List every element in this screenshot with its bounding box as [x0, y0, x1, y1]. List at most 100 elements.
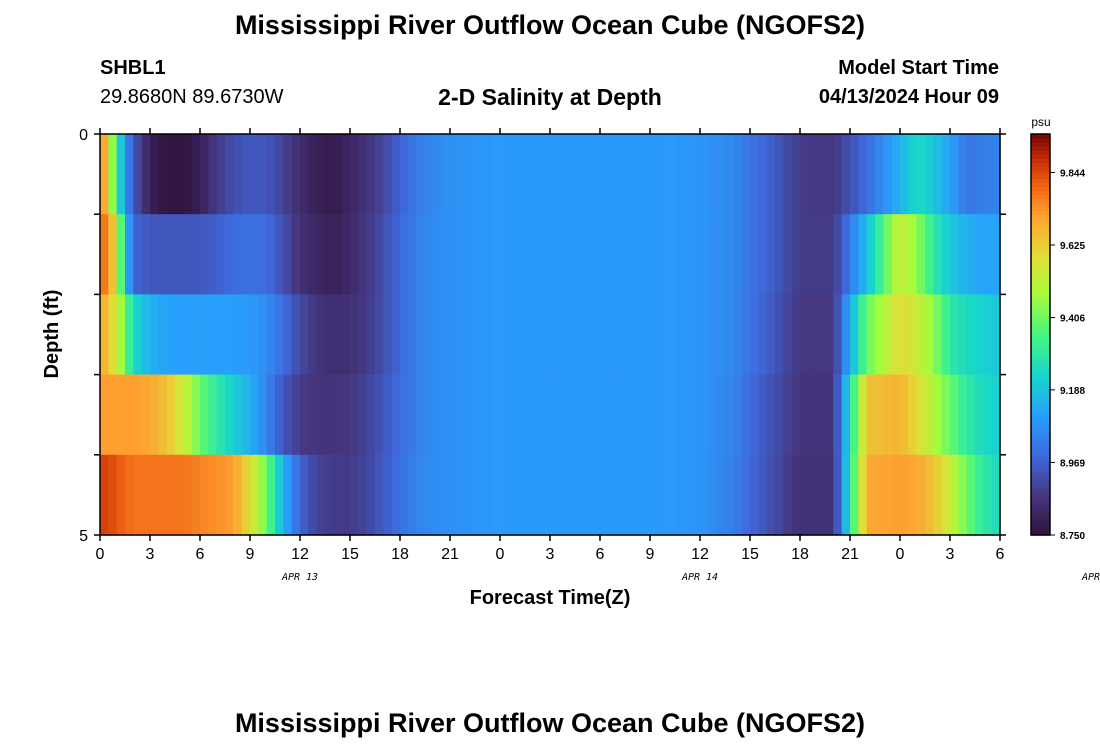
heatmap-cell — [141, 374, 151, 456]
colorbar-segment — [1031, 346, 1050, 352]
heatmap-cell — [391, 374, 401, 456]
heatmap-cell — [350, 134, 359, 215]
heatmap-cell — [816, 454, 826, 536]
heatmap-cell — [450, 454, 459, 536]
x-tick-label: 0 — [896, 546, 905, 563]
heatmap-cell — [675, 374, 684, 456]
heatmap-cell — [891, 294, 901, 376]
heatmap-cell — [808, 294, 818, 376]
colorbar-segment — [1031, 306, 1050, 312]
heatmap-cell — [175, 214, 184, 295]
heatmap-cell — [991, 454, 1001, 536]
colorbar-segment — [1031, 394, 1050, 400]
heatmap-cell — [258, 214, 268, 295]
heatmap-cell — [725, 294, 734, 376]
heatmap-cell — [108, 134, 118, 215]
heatmap-cell — [583, 374, 593, 456]
colorbar-segment — [1031, 146, 1050, 151]
heatmap-cell — [933, 454, 943, 536]
heatmap-cell — [941, 134, 951, 215]
colorbar-segment — [1031, 362, 1050, 368]
heatmap-cell — [591, 214, 601, 295]
heatmap-cell — [700, 294, 709, 376]
colorbar-segment — [1031, 530, 1050, 536]
heatmap-cell — [533, 214, 543, 295]
colorbar-segment — [1031, 474, 1050, 480]
heatmap-cell — [183, 374, 193, 456]
x-tick-label: 12 — [291, 546, 309, 563]
heatmap-cell — [816, 374, 826, 456]
heatmap-cell — [875, 134, 884, 215]
heatmap-cell — [825, 454, 834, 536]
heatmap-cell — [458, 134, 468, 215]
heatmap-cell — [358, 214, 368, 295]
heatmap-cell — [216, 134, 226, 215]
heatmap-cell — [958, 214, 968, 295]
heatmap-cell — [541, 454, 551, 536]
heatmap-cell — [691, 374, 701, 456]
colorbar-segment — [1031, 174, 1050, 179]
heatmap-cell — [616, 374, 626, 456]
colorbar-segment — [1031, 198, 1050, 203]
heatmap-cell — [175, 374, 184, 456]
heatmap-cell — [975, 454, 984, 536]
colorbar-segment — [1031, 262, 1050, 267]
heatmap-cell — [616, 454, 626, 536]
heatmap-cell — [475, 134, 484, 215]
heatmap-cell — [941, 374, 951, 456]
heatmap-cell — [483, 374, 493, 456]
x-tick-label: 9 — [646, 546, 655, 563]
heatmap-cell — [908, 454, 918, 536]
heatmap-cell — [241, 294, 251, 376]
colorbar-segment — [1031, 178, 1050, 183]
heatmap-cell — [633, 134, 643, 215]
x-tick-label: 21 — [841, 546, 859, 563]
heatmap-cell — [341, 294, 351, 376]
heatmap-cell — [558, 214, 568, 295]
colorbar-segment — [1031, 214, 1050, 219]
heatmap-cell — [525, 214, 534, 295]
heatmap-cell — [908, 134, 918, 215]
colorbar-segment — [1031, 390, 1050, 396]
heatmap-cell — [733, 214, 743, 295]
colorbar-segment — [1031, 254, 1050, 259]
heatmap-cell — [575, 454, 584, 536]
heatmap-cell — [391, 214, 401, 295]
colorbar-frame — [1030, 133, 1051, 536]
heatmap-cell — [900, 214, 909, 295]
heatmap-cell — [325, 294, 334, 376]
heatmap-cell — [275, 294, 284, 376]
heatmap-cell — [650, 134, 659, 215]
heatmap-cell — [508, 294, 518, 376]
heatmap-cell — [158, 294, 168, 376]
heatmap-cell — [808, 134, 818, 215]
heatmap-cell — [233, 294, 243, 376]
heatmap-cell — [700, 134, 709, 215]
station-coordinates: 29.8680N 89.6730W — [100, 86, 284, 108]
heatmap-cell — [625, 374, 634, 456]
heatmap-cell — [141, 454, 151, 536]
heatmap-cell — [966, 454, 976, 536]
heatmap-cell — [483, 214, 493, 295]
heatmap-cell — [825, 294, 834, 376]
heatmap-cell — [108, 374, 118, 456]
heatmap-cell — [900, 454, 909, 536]
colorbar-segment — [1031, 322, 1050, 328]
heatmap-cell — [450, 294, 459, 376]
colorbar-tick-label: 8.969 — [1060, 458, 1085, 469]
heatmap-cell — [833, 454, 843, 536]
heatmap-cell — [733, 374, 743, 456]
heatmap-cell — [583, 134, 593, 215]
heatmap-cell — [983, 214, 993, 295]
heatmap-cell — [516, 294, 526, 376]
colorbar-segment — [1031, 150, 1050, 155]
heatmap-cell — [191, 214, 201, 295]
heatmap-cell — [108, 294, 118, 376]
y-axis: 05 — [79, 127, 1006, 545]
heatmap-cell — [816, 214, 826, 295]
heatmap-cell — [566, 454, 576, 536]
heatmap-cell — [933, 214, 943, 295]
colorbar-segment — [1031, 378, 1050, 384]
heatmap-cell — [758, 214, 768, 295]
heatmap-cell — [475, 454, 484, 536]
